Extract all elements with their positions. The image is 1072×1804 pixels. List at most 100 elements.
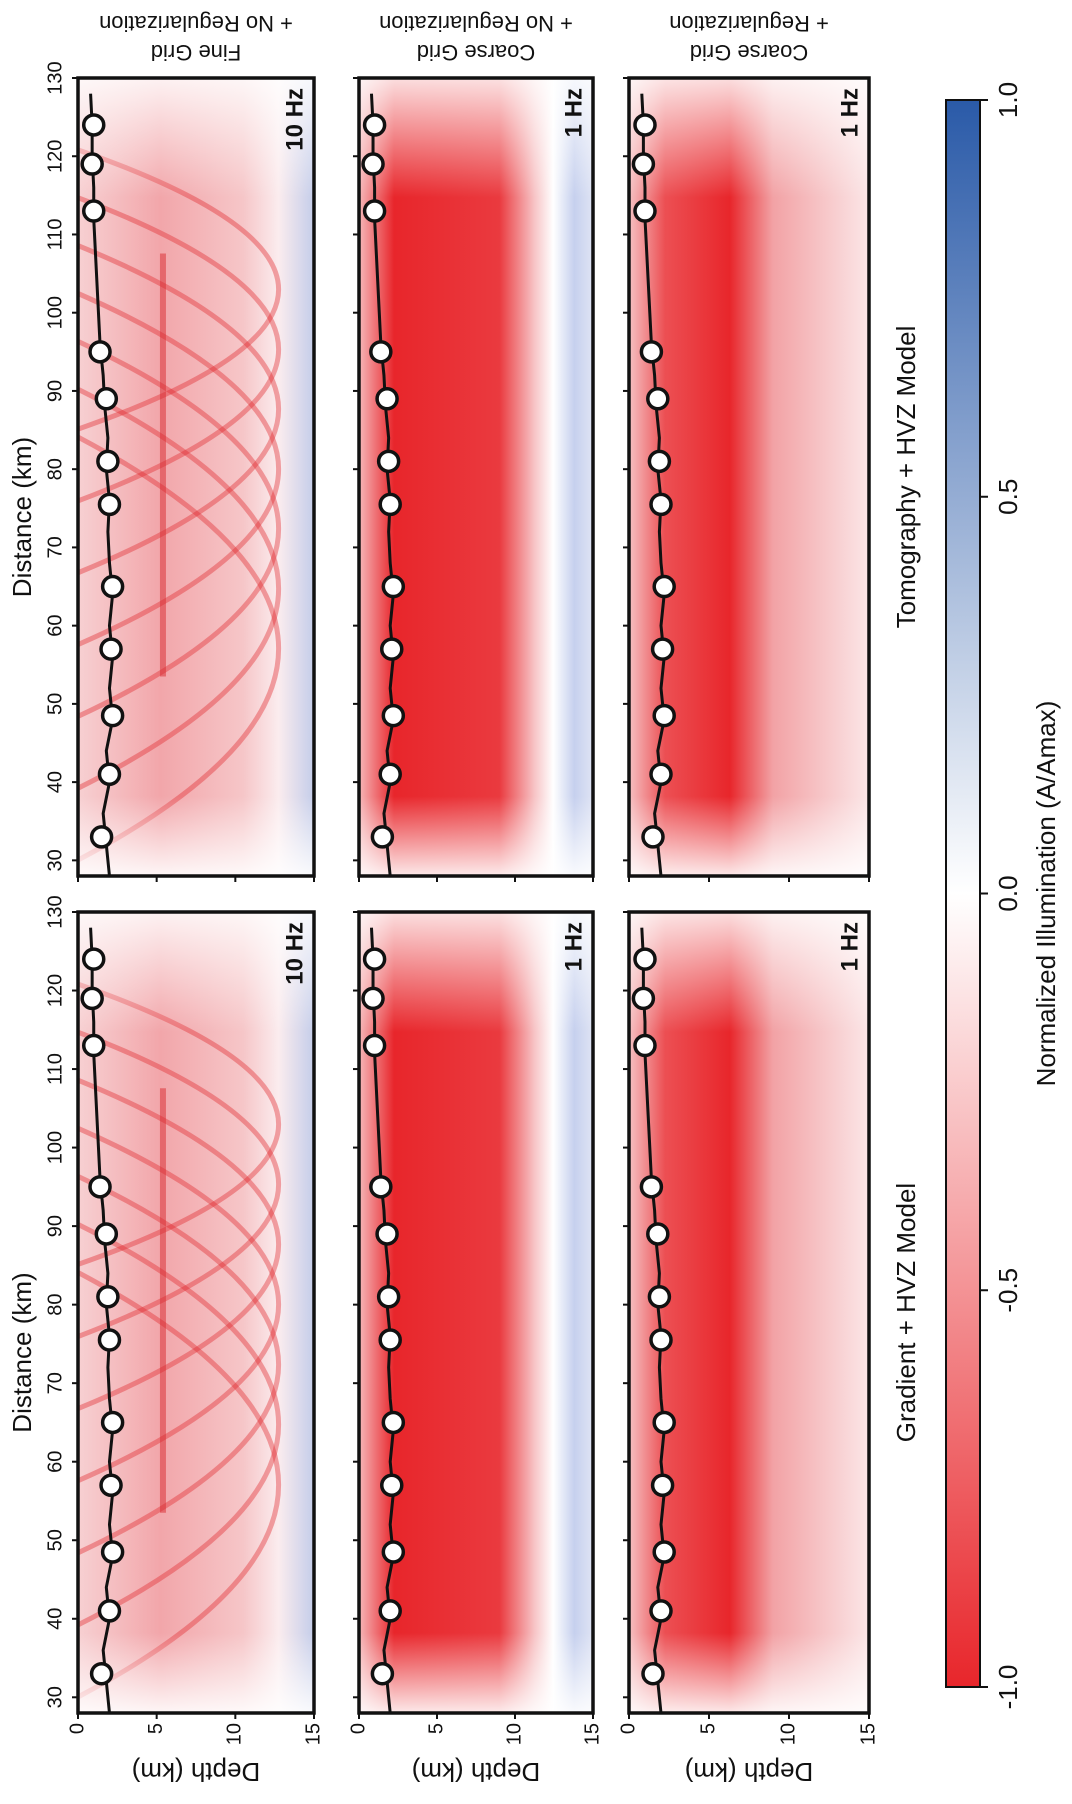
x-tick-label: 110 bbox=[44, 219, 66, 251]
station bbox=[647, 449, 672, 474]
x-tick-label: 80 bbox=[44, 1294, 66, 1316]
y-tick-label: 10 bbox=[224, 1723, 246, 1745]
station bbox=[94, 1222, 119, 1246]
colorbar-tick-label: -0.5 bbox=[993, 1268, 1023, 1313]
panel-frame bbox=[76, 76, 316, 878]
y-tick-label: 5 bbox=[697, 1723, 719, 1734]
panel bbox=[629, 912, 869, 1713]
y-tick-label: 5 bbox=[425, 1723, 447, 1734]
edge-fade bbox=[78, 78, 314, 876]
station bbox=[88, 340, 112, 364]
station bbox=[378, 1599, 402, 1623]
station bbox=[369, 1175, 393, 1199]
panel bbox=[629, 78, 869, 876]
x-tick-label: 60 bbox=[44, 615, 66, 637]
topography-line bbox=[369, 93, 395, 877]
y-tick-label: 15 bbox=[302, 1723, 324, 1745]
frequency-label: 10 Hz bbox=[281, 922, 308, 985]
y-axis-label: Depth (km) bbox=[132, 1757, 261, 1787]
x-tick-label: 130 bbox=[44, 61, 66, 94]
x-tick-label: 80 bbox=[44, 458, 66, 480]
station bbox=[639, 1175, 664, 1199]
edge-fade bbox=[78, 912, 314, 1713]
station bbox=[631, 152, 656, 176]
station bbox=[381, 1410, 406, 1435]
colorbar-label: Normalized Illumination (A/Amax) bbox=[1031, 701, 1061, 1087]
station bbox=[381, 1540, 406, 1564]
y-tick-label: 5 bbox=[145, 1723, 167, 1734]
station bbox=[370, 825, 395, 849]
edge-fade bbox=[359, 78, 593, 876]
topography-line bbox=[640, 927, 666, 1714]
frequency-label: 1 Hz bbox=[560, 922, 587, 971]
station bbox=[362, 947, 387, 971]
topography-line bbox=[640, 93, 666, 877]
topography-line bbox=[89, 927, 115, 1714]
station bbox=[381, 574, 406, 599]
station bbox=[631, 986, 656, 1011]
station bbox=[375, 387, 399, 411]
edge-fade bbox=[629, 912, 869, 1713]
station bbox=[370, 1661, 395, 1686]
station bbox=[89, 825, 114, 849]
station bbox=[96, 1285, 120, 1309]
station bbox=[649, 1328, 673, 1352]
x-axis-label: Distance (km) bbox=[7, 437, 37, 597]
column-title: Tomography + HVZ Model bbox=[891, 326, 921, 629]
frequency-label: 1 Hz bbox=[836, 922, 863, 971]
panel bbox=[359, 78, 593, 876]
x-tick-label: 50 bbox=[44, 693, 66, 715]
station bbox=[361, 986, 385, 1011]
y-axis-label: Depth (km) bbox=[412, 1757, 541, 1787]
x-tick-label: 30 bbox=[44, 1686, 66, 1708]
station bbox=[362, 113, 387, 137]
x-tick-label: 90 bbox=[44, 380, 66, 402]
station bbox=[646, 387, 670, 411]
y-tick-label: 10 bbox=[777, 1723, 799, 1745]
panel-frame bbox=[627, 910, 871, 1715]
x-tick-label: 100 bbox=[44, 1131, 66, 1164]
x-tick-label: 30 bbox=[44, 849, 66, 871]
station bbox=[362, 1033, 387, 1058]
station bbox=[641, 825, 665, 849]
station bbox=[375, 1222, 399, 1246]
x-tick-label: 120 bbox=[44, 974, 66, 1007]
edge-fade bbox=[359, 912, 593, 1713]
station bbox=[649, 1599, 673, 1623]
x-tick-label: 50 bbox=[44, 1529, 66, 1551]
x-tick-label: 70 bbox=[44, 1372, 66, 1394]
panel-frame bbox=[76, 910, 316, 1715]
station bbox=[649, 492, 673, 517]
x-tick-label: 120 bbox=[44, 140, 66, 173]
station bbox=[650, 1473, 675, 1498]
y-tick-label: 10 bbox=[503, 1723, 525, 1745]
colorbar-tick-label: 1.0 bbox=[993, 82, 1023, 118]
colorbar-tick-label: 0.5 bbox=[993, 479, 1023, 515]
station bbox=[650, 637, 675, 661]
station bbox=[633, 947, 657, 971]
station bbox=[97, 492, 122, 517]
panel-frame bbox=[627, 76, 871, 878]
station bbox=[97, 762, 122, 787]
y-tick-label: 15 bbox=[581, 1723, 603, 1745]
row-sublabel: + No Regularization bbox=[99, 11, 293, 36]
station bbox=[380, 637, 404, 661]
station bbox=[649, 762, 673, 787]
row-label: Fine Grid bbox=[151, 40, 241, 65]
station bbox=[100, 574, 125, 599]
topography-line bbox=[369, 927, 395, 1714]
station bbox=[646, 1222, 670, 1246]
y-axis-label: Depth (km) bbox=[685, 1757, 814, 1787]
station bbox=[94, 387, 119, 411]
panel bbox=[359, 912, 593, 1713]
row-label: Coarse Grid bbox=[690, 40, 809, 65]
y-tick-label: 15 bbox=[857, 1723, 879, 1745]
station bbox=[641, 1661, 665, 1686]
x-tick-label: 100 bbox=[44, 296, 66, 329]
frequency-label: 1 Hz bbox=[836, 88, 863, 137]
station bbox=[652, 703, 676, 728]
station bbox=[380, 1473, 404, 1498]
station bbox=[376, 449, 401, 474]
